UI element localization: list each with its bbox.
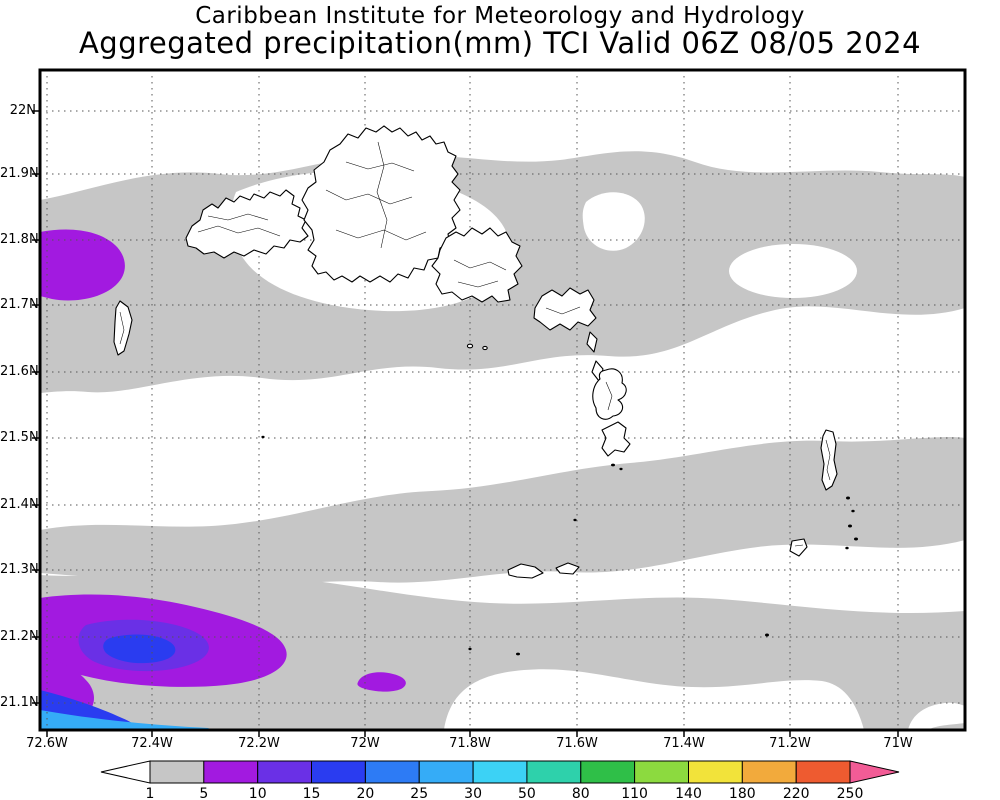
colorbar-segment [364,760,420,784]
colorbar-tick-label: 1 [146,786,155,800]
island-salt-cay [789,538,808,557]
colorbar-segment [311,760,366,784]
island-west-caicos [113,300,133,356]
colorbar-segment [526,760,582,784]
colorbar-tick-label: 20 [356,786,374,800]
x-axis-label: 71.6W [556,736,598,751]
colorbar-tick-label: 250 [837,786,864,800]
island-east-caicos [431,227,523,303]
x-axis-label: 71.4W [663,736,705,751]
y-axis-label: 21.1N [0,695,39,710]
x-axis-label: 72.2W [238,736,280,751]
colorbar-tick-label: 10 [249,786,267,800]
precip-5-10mm-region [357,672,406,692]
precip-heavy-regions [40,229,406,730]
small-cay [466,343,474,349]
colorbar-right-arrow [849,760,900,784]
island-long-cay [586,331,598,353]
y-axis-label: 21.3N [0,562,39,577]
colorbar-segment [795,760,851,784]
island-bush-cay [555,562,580,575]
tiny-cay-dots [261,435,858,656]
colorbar-left-arrow [100,760,151,784]
colorbar-tick-label: 25 [410,786,428,800]
y-axis-label: 21.2N [0,629,39,644]
colorbar-tick-label: 5 [199,786,208,800]
island-french-cay [507,563,544,579]
x-axis-label: 72W [350,736,380,751]
colorbar-tick-label: 140 [675,786,702,800]
colorbar-segment [472,760,528,784]
colorbar-segment [741,760,797,784]
colorbar-tick-label: 220 [783,786,810,800]
colorbar-tick-label: 15 [303,786,321,800]
grid-lines [40,70,965,730]
x-axis-label: 71W [883,736,913,751]
precip-25-30mm-region [40,710,212,730]
colorbar-segment [203,760,259,784]
precip-5-10mm-region [40,229,125,301]
y-axis-label: 21.6N [0,364,39,379]
colorbar-tick-label: 110 [621,786,648,800]
x-axis-label: 71.2W [769,736,811,751]
no-precip-region [444,669,864,730]
precip-1-5mm-region [40,437,965,588]
y-axis-label: 21.7N [0,297,39,312]
colorbar-segment [149,760,205,784]
small-cay [482,345,488,351]
colorbar-tick-label: 180 [729,786,756,800]
map-border [38,68,967,732]
y-axis-label: 21.5N [0,430,39,445]
institute-title: Caribbean Institute for Meteorology and … [195,3,805,29]
y-axis-label: 21.4N [0,497,39,512]
island-chain-hook [592,368,627,420]
y-axis-label: 21.8N [0,232,39,247]
colorbar-tick-label: 80 [572,786,590,800]
colorbar-segment [418,760,474,784]
no-precip-region [729,244,857,298]
x-axis-label: 72.4W [131,736,173,751]
product-title: Aggregated precipitation(mm) TCI Valid 0… [78,26,922,60]
colorbar-segment [257,760,313,784]
precipitation-map [32,68,967,737]
colorbar-tick-label: 50 [518,786,536,800]
islands [113,125,858,656]
no-precip-region [908,702,965,730]
colorbar-segment [634,760,689,784]
colorbar-segment [688,760,743,784]
y-axis-label: 21.9N [0,166,39,181]
x-axis-label: 72.6W [26,736,68,751]
no-precip-region [582,192,645,251]
island-ambergris-cay [601,421,631,457]
precip-15-20mm-region [103,634,176,664]
y-axis-label: 22N [9,103,36,118]
colorbar-legend: 1 5 10 15 20 25 30 50 80 110 140 180 220… [100,760,900,800]
x-axis-label: 71.8W [449,736,491,751]
island-providenciales [185,189,309,259]
colorbar-segment [580,760,636,784]
colorbar-tick-label: 30 [464,786,482,800]
island-south-caicos [533,287,597,331]
